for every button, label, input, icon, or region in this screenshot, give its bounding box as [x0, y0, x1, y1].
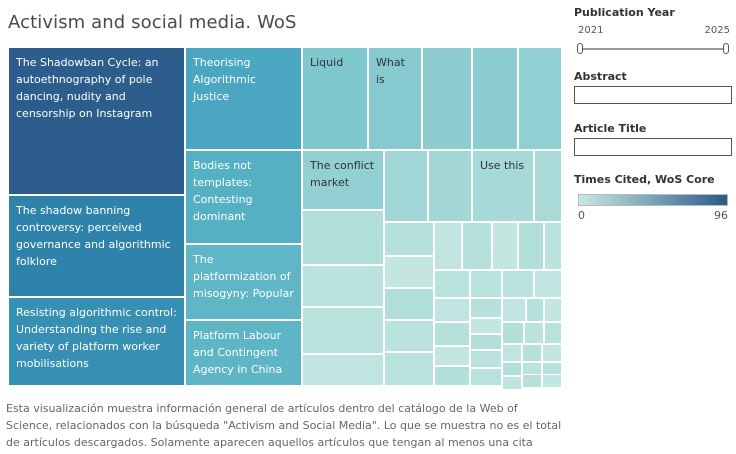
- abstract-filter-input[interactable]: [574, 86, 732, 104]
- publication-year-label: Publication Year: [574, 6, 675, 19]
- treemap-tile[interactable]: [422, 47, 472, 150]
- treemap-tile-small[interactable]: [502, 322, 524, 344]
- treemap-tile[interactable]: Liquid: [302, 47, 368, 150]
- article-title-filter-input[interactable]: [574, 138, 732, 156]
- treemap-tile-small[interactable]: [502, 298, 526, 322]
- treemap-tile-small[interactable]: [434, 270, 470, 298]
- year-range-min: 2021: [578, 25, 604, 36]
- dashboard-title: Activism and social media. WoS: [8, 12, 297, 33]
- treemap-tile-small[interactable]: [542, 374, 562, 388]
- treemap-tile-small[interactable]: [502, 270, 534, 298]
- treemap-tile-small[interactable]: [544, 322, 562, 344]
- treemap-tile[interactable]: [428, 150, 472, 222]
- treemap-tile-small[interactable]: [502, 376, 522, 390]
- treemap-tile[interactable]: Resisting algorithmic control: Understan…: [8, 297, 185, 386]
- year-slider-min-handle[interactable]: [577, 43, 583, 54]
- treemap-tile-small[interactable]: [522, 374, 542, 388]
- treemap-tile-small[interactable]: [470, 318, 502, 334]
- year-slider-track[interactable]: [581, 48, 727, 50]
- treemap-tile[interactable]: [534, 150, 562, 222]
- treemap-tile-small[interactable]: [434, 346, 470, 366]
- article-title-label: Article Title: [574, 122, 647, 135]
- treemap-tile[interactable]: Bodies not templates: Contesting dominan…: [185, 150, 302, 244]
- treemap-tile-small[interactable]: [526, 298, 544, 322]
- treemap-tile[interactable]: The shadow banning controversy: perceive…: [8, 195, 185, 297]
- treemap-tile-small[interactable]: [470, 334, 502, 350]
- treemap-tile-small[interactable]: [384, 352, 434, 386]
- treemap-tile-small[interactable]: [502, 362, 522, 376]
- treemap-tile-small[interactable]: [544, 222, 562, 270]
- year-slider-max-handle[interactable]: [723, 43, 729, 54]
- treemap-tile-small[interactable]: [302, 307, 384, 354]
- treemap-tile-small[interactable]: [524, 322, 544, 344]
- year-range-max: 2025: [704, 25, 730, 36]
- treemap-tile-small[interactable]: [518, 222, 544, 270]
- treemap-tile-small[interactable]: [434, 298, 470, 322]
- treemap-tile-small[interactable]: [462, 222, 492, 270]
- treemap-tile-small[interactable]: [434, 322, 470, 346]
- treemap-tile[interactable]: [384, 150, 428, 222]
- color-legend-gradient: [578, 194, 728, 206]
- treemap-tile[interactable]: What is: [368, 47, 422, 150]
- treemap-tile-small[interactable]: [384, 320, 434, 352]
- treemap-tile-small[interactable]: [302, 265, 384, 307]
- treemap-tile-small[interactable]: [302, 210, 384, 265]
- treemap-tile[interactable]: The platformization of misogyny: Popular: [185, 244, 302, 320]
- treemap-chart[interactable]: The Shadowban Cycle: an autoethnography …: [8, 47, 562, 390]
- color-legend-max: 96: [714, 209, 728, 222]
- treemap-tile-small[interactable]: [434, 366, 470, 386]
- treemap-tile-small[interactable]: [492, 222, 518, 270]
- treemap-tile-small[interactable]: [470, 298, 502, 318]
- treemap-tile[interactable]: [472, 47, 518, 150]
- treemap-tile-small[interactable]: [470, 270, 502, 298]
- treemap-tile[interactable]: Use this: [472, 150, 534, 222]
- treemap-tile-small[interactable]: [534, 270, 562, 298]
- treemap-tile[interactable]: [518, 47, 562, 150]
- treemap-tile-small[interactable]: [384, 256, 434, 288]
- description-caption: Esta visualización muestra información g…: [6, 402, 562, 449]
- treemap-tile-small[interactable]: [522, 344, 542, 362]
- treemap-tile[interactable]: The Shadowban Cycle: an autoethnography …: [8, 47, 185, 195]
- color-legend-title: Times Cited, WoS Core: [574, 173, 715, 186]
- treemap-tile-small[interactable]: [502, 344, 522, 362]
- treemap-tile-small[interactable]: [434, 222, 462, 270]
- treemap-tile-small[interactable]: [384, 222, 434, 256]
- treemap-tile-small[interactable]: [470, 368, 502, 386]
- treemap-tile[interactable]: The conflict market: [302, 150, 384, 210]
- treemap-tile-small[interactable]: [542, 344, 562, 362]
- treemap-tile-small[interactable]: [544, 298, 562, 322]
- treemap-tile-small[interactable]: [302, 354, 384, 386]
- color-legend-min: 0: [578, 209, 585, 222]
- treemap-tile[interactable]: Platform Labour and Contingent Agency in…: [185, 320, 302, 386]
- treemap-tile[interactable]: Theorising Algorithmic Justice: [185, 47, 302, 150]
- treemap-tile-small[interactable]: [384, 288, 434, 320]
- abstract-label: Abstract: [574, 70, 627, 83]
- treemap-tile-small[interactable]: [470, 350, 502, 368]
